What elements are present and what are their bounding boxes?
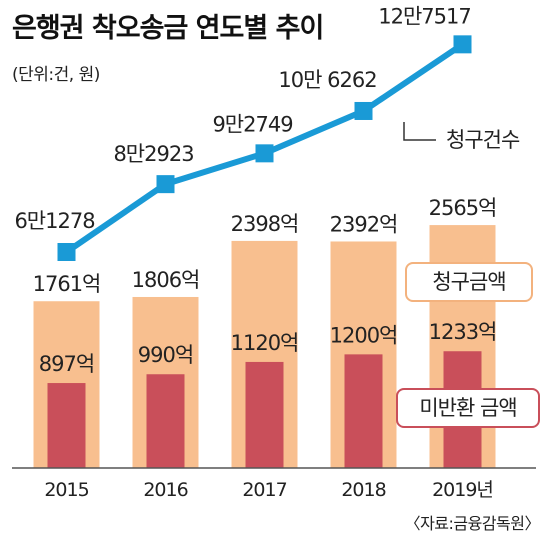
marker-claim-count (354, 101, 373, 120)
label-unreturned-amount: 1233억 (429, 320, 497, 344)
label-claim-amount: 1761억 (33, 272, 101, 296)
legend-unreturned-amount: 미반환 금액 (396, 388, 540, 428)
label-claim-count: 12만7517 (378, 4, 471, 28)
label-claim-count: 6만1278 (14, 209, 94, 233)
x-tick-label: 2018 (341, 479, 385, 501)
legend-claim-count: 청구건수 (446, 128, 520, 152)
label-claim-count: 8만2923 (113, 142, 193, 166)
bar-unreturned-amount (47, 383, 86, 468)
label-unreturned-amount: 897억 (39, 352, 94, 376)
legend-leader-line (403, 122, 436, 141)
marker-claim-count (453, 35, 472, 54)
label-claim-count: 9만2749 (212, 112, 292, 136)
bar-unreturned-amount (146, 374, 185, 468)
label-unreturned-amount: 1200억 (330, 323, 398, 347)
marker-claim-count (255, 144, 274, 163)
label-claim-amount: 2392억 (330, 212, 398, 236)
x-tick-label: 2017 (242, 479, 286, 501)
label-unreturned-amount: 990억 (138, 343, 193, 367)
source-note: 〈자료:금융감독원〉 (404, 514, 541, 533)
unit-label: (단위:건, 원) (12, 65, 100, 85)
bar-unreturned-amount (245, 361, 284, 468)
marker-claim-count (57, 243, 76, 261)
label-claim-count: 10만 6262 (278, 68, 376, 92)
chart-title: 은행권 착오송금 연도별 추이 (12, 13, 324, 44)
label-claim-amount: 2565억 (429, 196, 497, 220)
bar-unreturned-amount (344, 354, 383, 468)
x-tick-label: 2015 (44, 479, 88, 501)
label-claim-amount: 1806억 (132, 268, 200, 292)
marker-claim-count (156, 175, 175, 194)
legend-claim-amount: 청구금액 (405, 262, 533, 302)
label-claim-amount: 2398억 (231, 212, 299, 236)
x-tick-label: 2019년 (432, 479, 493, 501)
x-tick-label: 2016 (143, 479, 187, 501)
label-unreturned-amount: 1120억 (231, 331, 299, 355)
